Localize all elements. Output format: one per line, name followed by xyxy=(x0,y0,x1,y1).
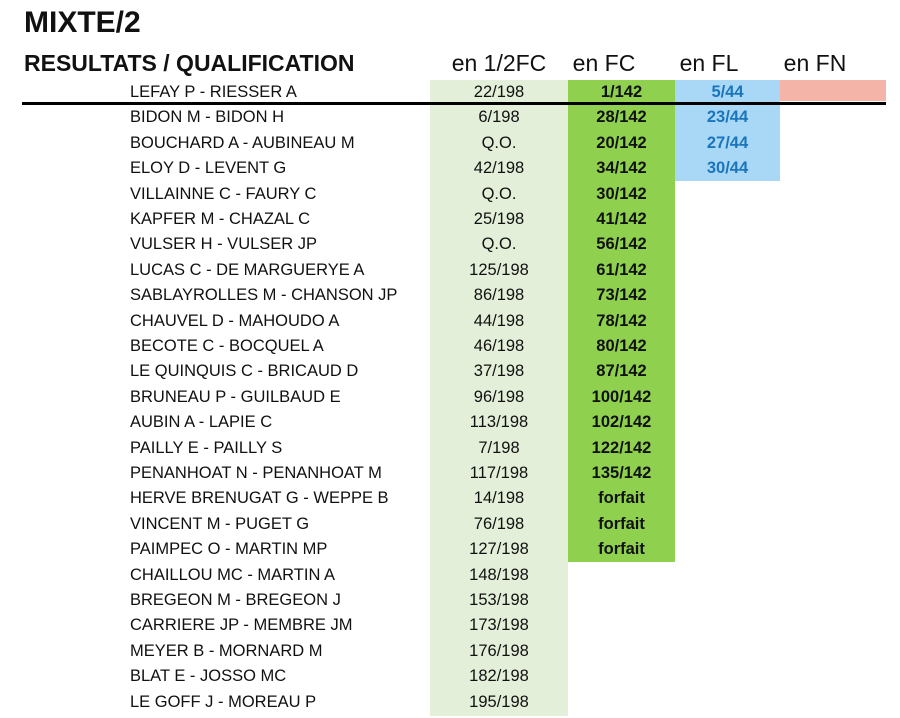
fc-cell: 61/142 xyxy=(596,260,647,279)
semi-cell: 14/198 xyxy=(473,489,525,508)
fc-cell: 80/142 xyxy=(596,337,647,355)
semi-cell: Q.O. xyxy=(481,184,517,203)
name-cell: VULSER H - VULSER JP xyxy=(130,235,318,254)
column-header: en FN xyxy=(783,50,847,76)
fn-column-bg xyxy=(780,80,886,101)
semi-cell: 113/198 xyxy=(469,413,529,432)
fc-cell: 56/142 xyxy=(596,235,647,254)
name-cell: LE QUINQUIS C - BRICAUD D xyxy=(130,362,359,381)
name-cell: BLAT E - JOSSO MC xyxy=(130,667,287,686)
semi-cell: 176/198 xyxy=(469,641,529,660)
name-cell: CHAILLOU MC - MARTIN A xyxy=(130,565,336,584)
semi-cell: 195/198 xyxy=(469,692,529,711)
semi-cell: 44/198 xyxy=(473,311,525,330)
fc-cell: 73/142 xyxy=(596,286,647,305)
subtitle: RESULTATS / QUALIFICATION xyxy=(24,50,355,76)
semi-cell: 117/198 xyxy=(469,464,529,482)
fc-column-bg xyxy=(568,80,675,562)
name-cell: AUBIN A - LAPIE C xyxy=(130,413,273,432)
header-rule xyxy=(22,102,886,105)
column-header: en FL xyxy=(679,50,739,76)
name-cell: PENANHOAT N - PENANHOAT M xyxy=(130,464,382,482)
semi-cell: Q.O. xyxy=(481,133,517,152)
name-cell: CHAUVEL D - MAHOUDO A xyxy=(130,311,340,330)
semi-cell: 86/198 xyxy=(473,286,525,305)
name-cell: BECOTE C - BOCQUEL A xyxy=(130,337,324,355)
fc-cell: forfait xyxy=(598,489,645,508)
semi-cell: 182/198 xyxy=(469,667,529,686)
fc-cell: 20/142 xyxy=(596,133,647,152)
title: MIXTE/2 xyxy=(24,6,141,39)
name-cell: MEYER B - MORNARD M xyxy=(130,641,323,660)
semi-cell: 148/198 xyxy=(469,565,529,584)
semi-cell: Q.O. xyxy=(481,235,517,254)
semi-cell: 6/198 xyxy=(478,108,520,127)
name-cell: LE GOFF J - MOREAU P xyxy=(130,692,317,711)
semi-cell: 37/198 xyxy=(473,362,525,381)
name-cell: LUCAS C - DE MARGUERYE A xyxy=(130,260,365,279)
fl-cell: 23/44 xyxy=(706,108,749,127)
fc-cell: 135/142 xyxy=(591,464,652,482)
name-cell: HERVE BRENUGAT G - WEPPE B xyxy=(130,489,389,508)
semi-cell: 76/198 xyxy=(473,514,525,533)
name-cell: VILLAINNE C - FAURY C xyxy=(130,184,317,203)
fc-cell: 100/142 xyxy=(591,387,652,406)
fc-cell: forfait xyxy=(598,514,645,533)
semi-cell: 173/198 xyxy=(469,616,529,635)
fc-cell: forfait xyxy=(598,540,645,559)
fc-cell: 78/142 xyxy=(596,311,647,330)
semi-cell: 42/198 xyxy=(473,159,525,178)
name-cell: BRUNEAU P - GUILBAUD E xyxy=(130,387,341,406)
semi-cell: 46/198 xyxy=(473,337,525,355)
name-cell: BOUCHARD A - AUBINEAU M xyxy=(130,133,355,152)
semi-cell: 127/198 xyxy=(469,540,529,559)
column-header: en FC xyxy=(572,50,636,76)
semi-cell: 25/198 xyxy=(473,210,525,228)
semi-cell: 7/198 xyxy=(478,438,520,457)
fc-cell: 87/142 xyxy=(596,362,647,381)
name-cell: BIDON M - BIDON H xyxy=(130,108,285,127)
semi-column-bg xyxy=(430,80,568,716)
fc-cell: 34/142 xyxy=(596,159,647,178)
fc-cell: 41/142 xyxy=(596,210,647,228)
fc-cell: 122/142 xyxy=(591,438,652,457)
fl-column-bg xyxy=(675,80,780,181)
semi-cell: 96/198 xyxy=(473,387,525,406)
name-cell: VINCENT M - PUGET G xyxy=(130,514,310,533)
name-cell: KAPFER M - CHAZAL C xyxy=(130,210,310,228)
semi-cell: 153/198 xyxy=(469,591,529,609)
fc-cell: 102/142 xyxy=(591,413,652,432)
column-header: en 1/2FC xyxy=(451,50,547,76)
fc-cell: 28/142 xyxy=(596,108,647,127)
fl-cell: 5/44 xyxy=(711,83,744,101)
semi-cell: 125/198 xyxy=(469,260,529,279)
name-cell: PAIMPEC O - MARTIN MP xyxy=(130,540,328,559)
fl-cell: 30/44 xyxy=(706,159,749,178)
fc-cell: 1/142 xyxy=(600,83,643,101)
name-cell: SABLAYROLLES M - CHANSON JP xyxy=(130,286,398,305)
name-cell: PAILLY E - PAILLY S xyxy=(130,438,283,457)
name-cell: BREGEON M - BREGEON J xyxy=(130,591,341,609)
semi-cell: 22/198 xyxy=(473,83,525,101)
fc-cell: 30/142 xyxy=(596,184,647,203)
name-cell: ELOY D - LEVENT G xyxy=(130,159,287,178)
fl-cell: 27/44 xyxy=(706,133,749,152)
name-cell: LEFAY P - RIESSER A xyxy=(130,83,297,101)
name-cell: CARRIERE JP - MEMBRE JM xyxy=(130,616,353,635)
